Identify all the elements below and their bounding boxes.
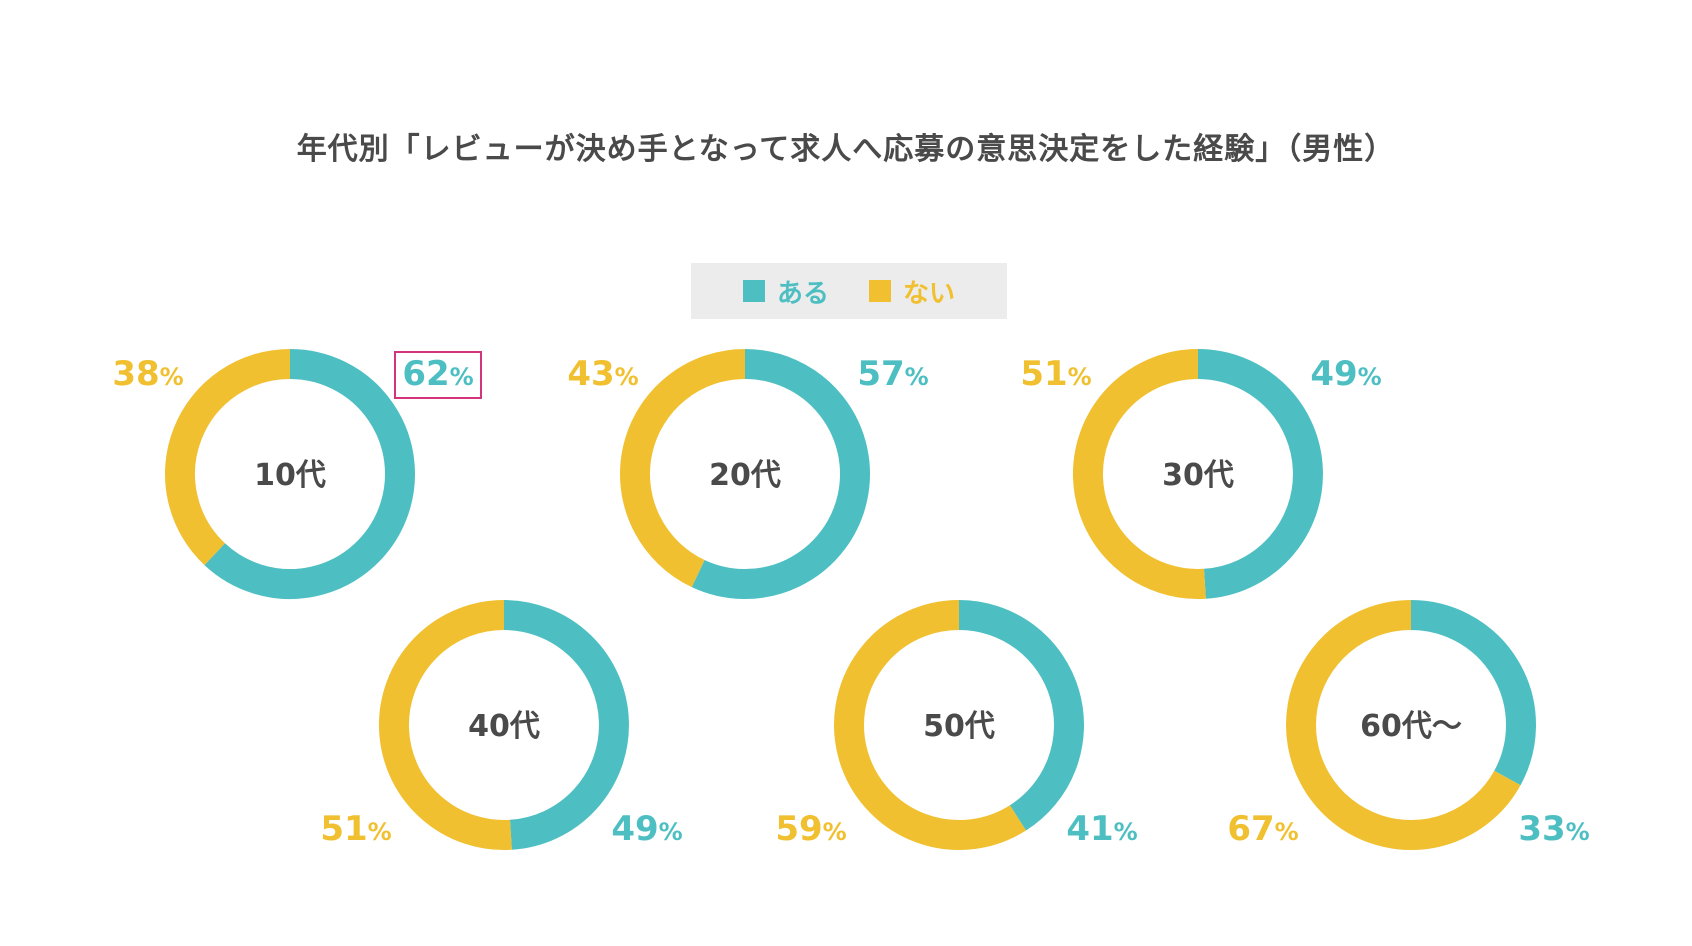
donut-center-label: 20代: [709, 458, 781, 493]
data-label-aru: 57%: [857, 354, 928, 394]
data-label-nai: 51%: [1020, 354, 1091, 394]
slice-nai: [834, 600, 1026, 850]
slice-aru: [204, 349, 415, 599]
data-label-aru: 33%: [1518, 809, 1589, 849]
slice-aru: [1197, 349, 1323, 599]
slice-aru: [503, 600, 629, 850]
donut-5: 50代 41% 59%: [775, 600, 1138, 850]
legend-swatch-nai: [869, 280, 891, 302]
donut-center-label: 10代: [254, 458, 326, 493]
donut-3: 30代 49% 51%: [1020, 349, 1382, 599]
donut-1: 10代 62% 38%: [112, 349, 482, 599]
data-label-nai: 43%: [567, 354, 638, 394]
donut-center-label: 40代: [468, 709, 540, 744]
data-label-nai: 38%: [112, 354, 183, 394]
donut-6: 60代～ 33% 67%: [1227, 600, 1590, 850]
donut-4: 40代 49% 51%: [320, 600, 683, 850]
slice-aru: [691, 349, 870, 599]
data-label-nai: 59%: [775, 809, 846, 849]
legend: ある ない: [691, 263, 1007, 319]
legend-label-aru: ある: [776, 278, 829, 309]
data-label-aru: 49%: [1310, 354, 1381, 394]
data-label-aru: 41%: [1066, 809, 1137, 849]
slice-aru: [1410, 600, 1536, 786]
legend-item-aru: ある: [742, 273, 829, 310]
slice-nai: [165, 349, 291, 566]
donut-center-label: 30代: [1162, 458, 1234, 493]
highlight-box: [394, 351, 482, 399]
slice-nai: [1072, 349, 1206, 599]
chart-title: 年代別「レビューが決め手となって求人へ応募の意思決定をした経験」（男性）: [296, 132, 1396, 167]
data-label-nai: 67%: [1227, 809, 1298, 849]
slice-nai: [378, 600, 512, 850]
donut-center-label: 50代: [923, 709, 995, 744]
legend-item-nai: ない: [869, 273, 955, 310]
data-label-aru: 49%: [611, 809, 682, 849]
donut-2: 20代 57% 43%: [567, 349, 929, 599]
legend-swatch-aru: [742, 280, 765, 302]
data-label-nai: 51%: [320, 809, 391, 849]
slice-nai: [1286, 600, 1521, 850]
slice-aru: [958, 600, 1084, 831]
data-label-aru: 62%: [402, 354, 473, 394]
slice-nai: [620, 349, 746, 588]
legend-label-nai: ない: [903, 278, 956, 309]
donut-center-label: 60代～: [1360, 709, 1462, 744]
